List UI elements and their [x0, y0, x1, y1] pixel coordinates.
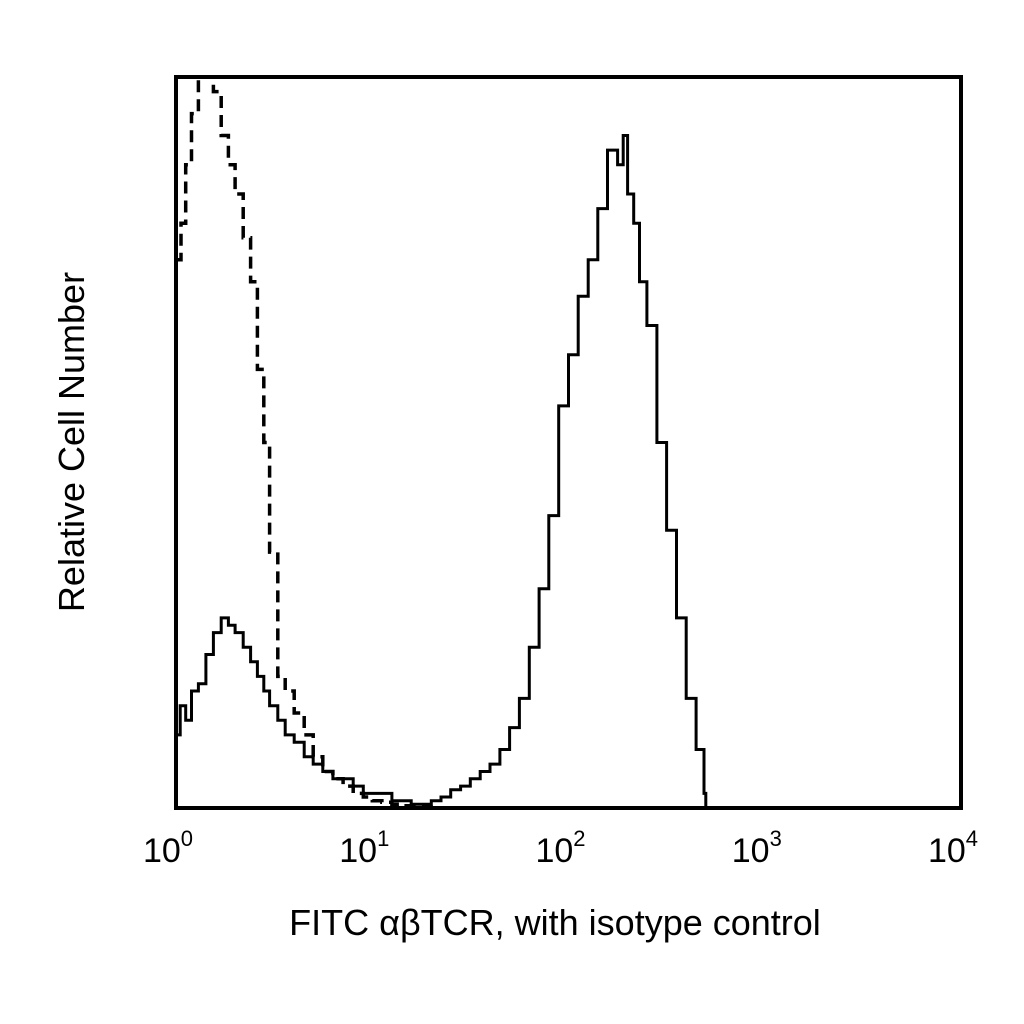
x-tick-label: 103 [732, 826, 782, 870]
x-tick-label: 101 [339, 826, 389, 870]
x-axis-label: FITC αβTCR, with isotype control [289, 902, 821, 943]
series-dashed-histogram [176, 75, 434, 810]
x-tick-label: 100 [143, 826, 193, 870]
series-solid-histogram [176, 134, 708, 808]
series-layer [176, 75, 708, 810]
x-tick-label: 104 [928, 826, 978, 870]
x-tick-labels: 100 101 102 103 104 [143, 826, 978, 870]
plot-frame [174, 75, 963, 810]
x-tick-label: 102 [535, 826, 585, 870]
y-axis-label: Relative Cell Number [51, 272, 92, 612]
